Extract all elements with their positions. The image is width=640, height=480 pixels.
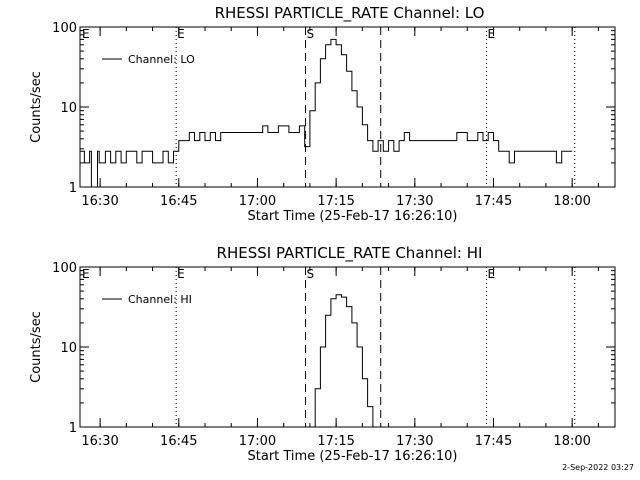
time-marker-label: S <box>307 27 315 41</box>
x-axis-label: Start Time (25-Feb-17 16:26:10) <box>248 209 458 224</box>
y-tick-label: 100 <box>52 261 77 276</box>
time-marker-label: E <box>177 267 185 281</box>
x-tick-label: 17:00 <box>239 194 276 209</box>
y-tick-label: 100 <box>52 21 77 36</box>
y-tick-label: 10 <box>60 101 77 116</box>
legend-label: Channel: HI <box>128 293 192 306</box>
time-marker-label: E <box>487 267 495 281</box>
x-tick-label: 16:45 <box>160 194 197 209</box>
time-marker-label: S <box>307 267 315 281</box>
x-tick-label: 16:30 <box>81 434 118 449</box>
time-marker-label: E <box>487 27 495 41</box>
x-tick-label: 18:00 <box>553 434 590 449</box>
x-tick-label: 17:45 <box>475 194 512 209</box>
x-tick-label: 18:00 <box>553 194 590 209</box>
y-tick-label: 1 <box>69 181 77 196</box>
y-axis-label: Counts/sec <box>29 71 44 143</box>
x-tick-label: 17:15 <box>317 194 354 209</box>
x-tick-label: 17:00 <box>239 434 276 449</box>
legend-label: Channel: LO <box>128 53 195 66</box>
y-axis-label: Counts/sec <box>29 311 44 383</box>
x-tick-label: 16:45 <box>160 434 197 449</box>
x-tick-label: 16:30 <box>81 194 118 209</box>
series-line <box>309 294 374 428</box>
x-tick-label: 17:15 <box>317 434 354 449</box>
corner-marker-label: E <box>82 27 90 41</box>
plot-frame <box>79 266 616 428</box>
corner-marker-label: E <box>82 267 90 281</box>
y-tick-label: 10 <box>60 341 77 356</box>
x-axis-label: Start Time (25-Feb-17 16:26:10) <box>248 449 458 464</box>
time-marker-label: E <box>177 27 185 41</box>
chart-0: RHESSI PARTICLE_RATE Channel: LO Counts/s… <box>29 4 616 224</box>
y-tick-label: 1 <box>69 421 77 436</box>
x-tick-label: 17:30 <box>396 194 433 209</box>
chart-title: RHESSI PARTICLE_RATE Channel: LO <box>215 4 485 23</box>
series-line <box>80 38 573 188</box>
x-tick-label: 17:30 <box>396 434 433 449</box>
chart-title: RHESSI PARTICLE_RATE Channel: HI <box>217 244 483 263</box>
chart-1: RHESSI PARTICLE_RATE Channel: HI Counts/s… <box>29 244 616 464</box>
x-tick-label: 17:45 <box>475 434 512 449</box>
footer-timestamp: 2-Sep-2022 03:27 <box>562 463 634 472</box>
